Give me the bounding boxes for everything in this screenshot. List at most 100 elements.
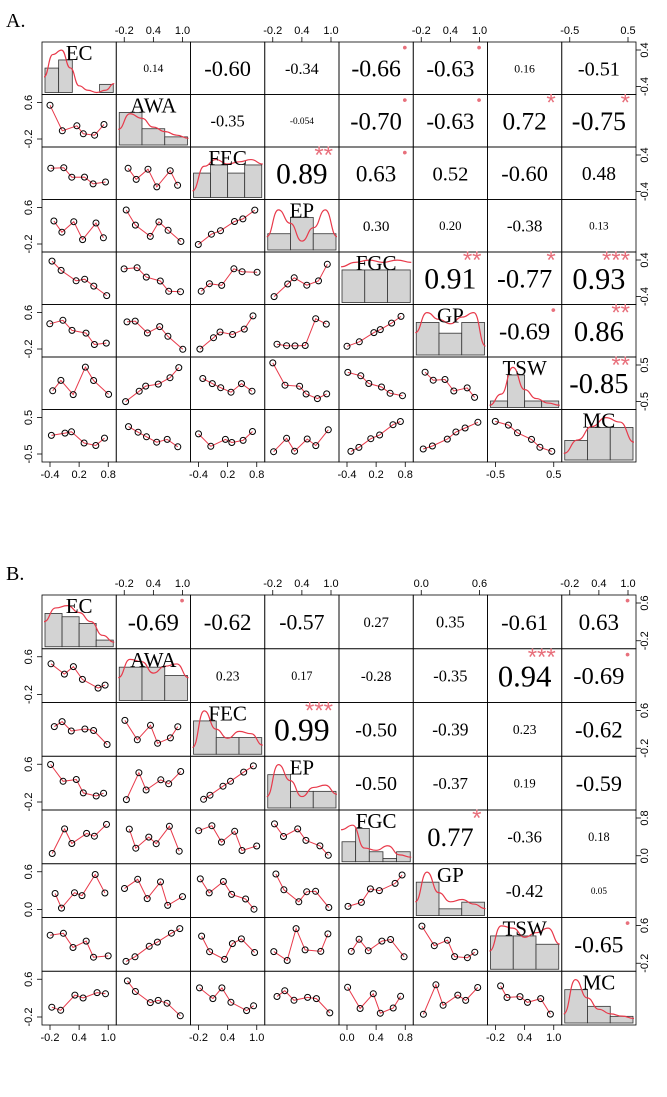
scatter-point bbox=[365, 380, 373, 387]
correlation-value: 0.94 bbox=[498, 659, 552, 693]
scatter-point bbox=[376, 326, 384, 334]
scatter-point bbox=[357, 898, 365, 906]
tick-label: -0.2 bbox=[41, 1032, 60, 1044]
scatter-point bbox=[199, 375, 207, 382]
variable-label: AWA bbox=[130, 648, 177, 672]
histogram-bar bbox=[58, 59, 73, 93]
tick-label: 0.8 bbox=[639, 810, 651, 825]
scatter-point bbox=[376, 431, 384, 439]
correlation-value: -0.65 bbox=[574, 933, 623, 959]
density-curve bbox=[191, 710, 263, 748]
scatter-point bbox=[312, 887, 320, 895]
scatter-point bbox=[303, 281, 311, 289]
scatter-point bbox=[378, 937, 386, 945]
scatter-point bbox=[145, 833, 153, 841]
tick-label: -0.5 bbox=[639, 392, 651, 411]
histogram-bar bbox=[382, 858, 398, 863]
smoother-line bbox=[347, 371, 403, 397]
tick-label: -0.2 bbox=[263, 25, 282, 37]
scatter-point bbox=[270, 948, 278, 956]
histogram-bar bbox=[368, 851, 384, 863]
scatter-point bbox=[132, 844, 140, 852]
scatter-point bbox=[537, 995, 545, 1003]
smoother-line bbox=[197, 209, 256, 245]
histogram-bar bbox=[587, 1005, 611, 1024]
significance-marker: • bbox=[625, 915, 630, 931]
scatter-point bbox=[323, 260, 331, 268]
variable-label: TSW bbox=[502, 917, 547, 941]
cell-frame bbox=[190, 409, 266, 463]
tick-label: -0.2 bbox=[639, 954, 651, 973]
correlation-value: 0.27 bbox=[363, 615, 388, 631]
scatter-point bbox=[281, 381, 289, 389]
scatter-point bbox=[154, 380, 162, 388]
tick-label: -0.2 bbox=[639, 739, 651, 758]
scatter-point bbox=[90, 377, 98, 384]
smoother-line bbox=[422, 983, 479, 1015]
cell-frame bbox=[41, 94, 117, 148]
scatter-point bbox=[69, 663, 77, 671]
histogram-bar bbox=[438, 908, 463, 916]
scatter-point bbox=[366, 885, 374, 893]
cell-frame bbox=[264, 356, 340, 410]
significance-marker: ** bbox=[611, 300, 630, 327]
histogram-bar bbox=[609, 427, 634, 461]
histogram-bar bbox=[95, 639, 114, 648]
scatter-point bbox=[48, 257, 56, 265]
variable-label: FGC bbox=[356, 809, 397, 833]
tick-label: -0.4 bbox=[189, 469, 208, 481]
correlation-value: -0.35 bbox=[433, 666, 467, 685]
correlation-value: 0.89 bbox=[276, 159, 327, 191]
significance-marker: * bbox=[546, 90, 555, 117]
scatter-point bbox=[219, 782, 227, 790]
tick-label: 0.8 bbox=[249, 469, 264, 481]
correlation-value: -0.28 bbox=[361, 669, 392, 685]
cell-frame bbox=[115, 146, 191, 200]
tick-label: 0.0 bbox=[414, 578, 429, 590]
scatter-point bbox=[432, 981, 440, 989]
cell-frame bbox=[41, 146, 117, 200]
scatter-point bbox=[419, 1010, 427, 1018]
scatter-point bbox=[196, 875, 204, 883]
scatter-point bbox=[131, 953, 139, 961]
scatter-point bbox=[270, 448, 278, 456]
correlation-value: -0.36 bbox=[507, 828, 542, 847]
scatter-point bbox=[217, 384, 225, 392]
scatter-point bbox=[195, 430, 202, 438]
scatter-point bbox=[179, 345, 187, 353]
scatter-point bbox=[68, 326, 76, 334]
scatter-point bbox=[103, 820, 110, 828]
tick-label: 0.0 bbox=[23, 902, 35, 917]
scatter-point bbox=[124, 164, 132, 172]
smoother-line bbox=[199, 878, 255, 910]
correlation-value: 0.72 bbox=[502, 108, 546, 136]
scatter-point bbox=[79, 130, 87, 138]
scatter-point bbox=[452, 428, 460, 436]
significance-marker: • bbox=[625, 646, 630, 662]
histogram-bar bbox=[290, 790, 314, 809]
scatter-point bbox=[166, 167, 174, 175]
smoother-line bbox=[51, 431, 105, 447]
density-curve bbox=[340, 824, 412, 858]
scatter-point bbox=[167, 929, 175, 937]
correlation-value: -0.60 bbox=[204, 56, 251, 81]
scatter-point bbox=[125, 825, 133, 833]
correlation-value: 0.14 bbox=[143, 63, 163, 75]
significance-marker: * bbox=[621, 90, 630, 117]
histogram-bar bbox=[535, 943, 560, 970]
smoother-line bbox=[125, 367, 180, 402]
correlation-value: 0.63 bbox=[579, 609, 619, 635]
significance-marker: *** bbox=[305, 698, 333, 725]
cell-frame bbox=[115, 809, 191, 865]
scatter-point bbox=[291, 342, 299, 350]
tick-label: -0.2 bbox=[23, 235, 35, 254]
histogram-bar bbox=[461, 322, 485, 356]
smoother-line bbox=[424, 371, 475, 398]
scatter-point bbox=[132, 175, 140, 183]
scatter-point bbox=[450, 387, 458, 395]
smoother-line bbox=[125, 771, 182, 800]
density-curve bbox=[414, 871, 486, 910]
scatter-point bbox=[326, 1009, 334, 1017]
scatter-point bbox=[376, 1009, 384, 1017]
density-curve bbox=[43, 605, 115, 643]
